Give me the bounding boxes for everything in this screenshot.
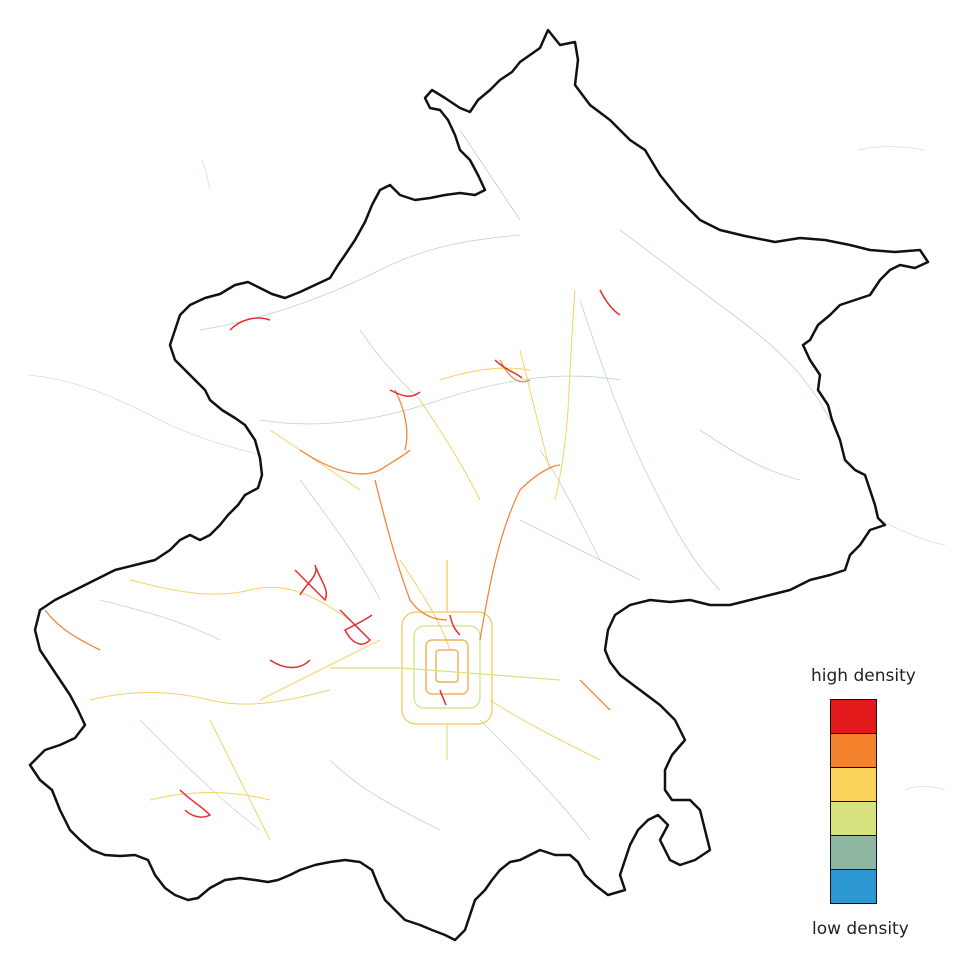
outer-roads <box>27 146 946 791</box>
legend-high-label: high density <box>811 666 916 686</box>
legend-low-label: low density <box>812 919 909 939</box>
road-network-low <box>99 129 831 841</box>
density-legend <box>830 699 877 904</box>
legend-swatch-low-medium <box>830 801 877 836</box>
legend-swatch-lowest <box>830 869 877 904</box>
legend-swatch-high <box>830 733 877 768</box>
legend-swatch-low <box>830 835 877 870</box>
road-network-high <box>44 359 611 711</box>
legend-swatch-medium <box>830 767 877 802</box>
city-boundary <box>28 28 930 942</box>
road-network-medium <box>89 289 601 841</box>
city-ring-roads <box>330 560 561 760</box>
density-hotspots <box>179 289 621 818</box>
legend-swatch-highest <box>830 699 877 734</box>
